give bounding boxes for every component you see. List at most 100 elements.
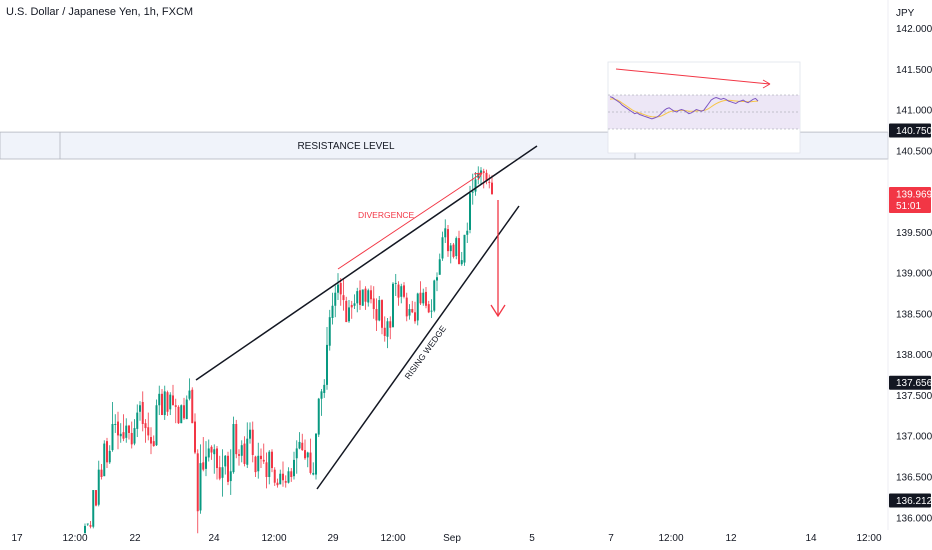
time-tick-label: 12:00	[658, 533, 683, 544]
candle-body	[348, 307, 350, 322]
candle-body	[474, 179, 477, 192]
price-tick-label: 140.500	[896, 146, 932, 157]
time-tick-label: 12:00	[856, 533, 881, 544]
indicator-inset	[607, 61, 801, 154]
candle-body	[284, 481, 287, 483]
candle-body	[491, 182, 493, 195]
candle-body	[103, 443, 106, 477]
candle-body	[130, 432, 133, 445]
candle-body	[205, 456, 207, 469]
price-tick-label: 141.000	[896, 106, 932, 117]
candle-body	[202, 462, 205, 470]
time-tick-label: 22	[129, 533, 141, 544]
candle-body	[155, 405, 158, 446]
price-badge	[889, 123, 931, 138]
candle-body	[114, 424, 117, 425]
candle-body	[210, 446, 213, 453]
candle-body	[381, 300, 383, 328]
price-tick-label: 138.000	[896, 350, 932, 361]
candle-body	[128, 425, 130, 433]
candle-body	[282, 473, 284, 481]
candle-body	[97, 469, 100, 505]
time-axis[interactable]: 17 12:00 22 24 12:00 29 12:00 Sep 5 7 12:00 12 14 12:…	[11, 533, 882, 544]
time-tick-label: 12:00	[62, 533, 87, 544]
candle-body	[433, 280, 436, 311]
candle-body	[265, 462, 268, 477]
candle-body	[350, 304, 353, 308]
candle-body	[323, 384, 326, 394]
price-badge	[889, 493, 931, 508]
candle-body	[92, 490, 95, 527]
candle-body	[276, 482, 279, 486]
candle-body	[260, 455, 262, 460]
candle-body	[191, 389, 194, 424]
candle-body	[273, 469, 276, 483]
price-badge-label: 137.656	[896, 378, 932, 389]
candle-body	[106, 441, 108, 463]
time-tick-label: 17	[11, 533, 23, 544]
candle-body	[144, 423, 147, 429]
divergence-arrow	[337, 172, 483, 270]
candle-body	[240, 445, 243, 456]
price-tick-label: 137.500	[896, 391, 932, 402]
candle-body	[89, 525, 92, 527]
candle-body	[455, 238, 458, 257]
resistance-level-label: RESISTANCE LEVEL	[297, 141, 395, 152]
candle-body	[438, 259, 441, 275]
candle-body	[430, 310, 433, 312]
divergence-annotation: DIVERGENCE	[337, 172, 483, 270]
price-tick-label: 138.500	[896, 309, 932, 320]
down-arrow	[490, 200, 506, 318]
candle-body	[95, 490, 97, 506]
candle-body	[216, 448, 218, 469]
candle-body	[361, 289, 364, 306]
candle-body	[304, 450, 306, 459]
candle-body	[232, 424, 235, 473]
candle-body	[375, 309, 378, 321]
candle-body	[370, 290, 372, 300]
price-tick-label: 136.500	[896, 473, 932, 484]
chart-title: U.S. Dollar / Japanese Yen, 1h, FXCM	[6, 6, 194, 18]
candle-body	[298, 441, 301, 449]
candle-body	[386, 321, 389, 337]
price-tick-label: 139.500	[896, 228, 932, 239]
rsi-line	[609, 96, 759, 120]
candle-body	[86, 523, 89, 525]
time-tick-label: 5	[529, 533, 535, 544]
candle-body	[227, 455, 229, 482]
candle-body	[392, 283, 394, 327]
candle-body	[158, 393, 161, 406]
candle-body	[185, 399, 188, 420]
candle-body	[268, 451, 271, 477]
price-tick-label: 139.000	[896, 269, 932, 280]
time-tick-label: 7	[608, 533, 614, 544]
candle-body	[345, 300, 348, 323]
candle-body	[125, 425, 128, 438]
price-tick-label: 141.500	[896, 65, 932, 76]
candle-body	[425, 291, 427, 306]
candle-body	[466, 230, 469, 235]
candle-body	[279, 473, 282, 485]
candle-body	[469, 193, 471, 230]
candle-body	[194, 421, 196, 453]
price-badge-label: 136.212	[896, 496, 932, 507]
candle-body	[287, 471, 290, 483]
divergence-arrowhead	[473, 172, 483, 181]
rising-wedge-label: RISING WEDGE	[403, 323, 449, 381]
candle-body	[254, 456, 257, 473]
candle-body	[458, 238, 460, 265]
candle-body	[262, 459, 265, 462]
candle-body	[436, 277, 438, 281]
candle-body	[317, 398, 320, 435]
price-badge	[889, 375, 931, 390]
candle-body	[411, 309, 414, 313]
candle-body	[180, 405, 183, 424]
candle-body	[235, 424, 238, 455]
candle-body	[218, 467, 221, 479]
price-badge-countdown: 51:01	[896, 201, 921, 212]
candle-body	[471, 191, 474, 193]
time-tick-label: 24	[208, 533, 220, 544]
candle-body	[117, 421, 119, 436]
price-axis[interactable]: 142.000 141.500 141.000 140.500 139.500 139.0…	[896, 24, 932, 524]
